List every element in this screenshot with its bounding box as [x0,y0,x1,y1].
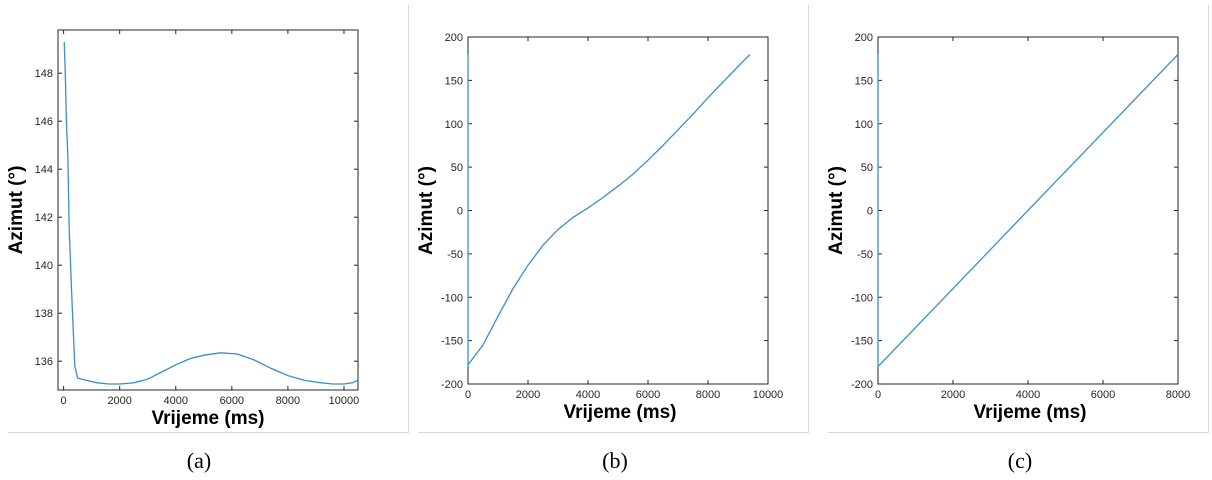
series-line-c-1 [877,53,1179,369]
y-tick-label: 150 [855,75,873,87]
chart-a: 0 2000 4000 6000 8000 10000 136 138 140 142 144 146… [6,29,360,429]
y-tick-label: -150 [441,336,463,348]
y-tick-label: -100 [851,292,873,304]
y-tick-label: 50 [451,162,463,174]
charts-canvas: 0 2000 4000 6000 8000 10000136138140142144146… [6,29,1190,429]
y-tick-label: -150 [851,336,873,348]
panel-a-frame [8,5,409,433]
x-tick-label: 8000 [1166,389,1190,401]
x-tick-label: 10000 [329,395,360,407]
y-axis-label-c: Azimut (°) [826,166,847,255]
x-axis-label-b: Vrijeme (ms) [564,402,677,423]
y-tick-label: 200 [855,32,873,44]
y-tick-label: 0 [457,206,463,218]
x-tick-label: 6000 [220,395,244,407]
y-tick-label: 146 [35,116,53,128]
x-axis-label-a: Vrijeme (ms) [152,408,265,429]
y-tick-label: 0 [867,206,873,218]
x-tick-label: 0 [61,395,67,407]
plot-area-a [57,29,359,391]
y-tick-label: -200 [851,379,873,391]
plot-area-b [467,36,769,385]
y-tick-label: 200 [445,32,463,44]
x-tick-label: 2000 [941,389,965,401]
x-tick-label: 8000 [276,395,300,407]
x-tick-label: 2000 [516,389,540,401]
caption-a: (a) [186,448,212,473]
y-tick-label: 138 [35,308,53,320]
x-tick-label: 4000 [164,395,188,407]
y-tick-label: 136 [35,356,53,368]
x-tick-label: 6000 [636,389,660,401]
y-tick-label: 150 [445,75,463,87]
y-tick-label: 148 [35,68,53,80]
series-line-a-1 [63,41,359,385]
y-tick-label: -200 [441,379,463,391]
y-tick-label: -50 [447,249,463,261]
x-tick-label: 0 [465,389,471,401]
y-tick-label: -50 [857,249,873,261]
x-tick-label: 8000 [696,389,720,401]
panel-c-frame [828,5,1209,433]
panel-b-frame [418,5,809,433]
series-line-b-1 [467,53,751,367]
y-tick-label: 142 [35,212,53,224]
x-tick-label: 4000 [576,389,600,401]
y-tick-label: 144 [35,164,53,176]
chart-c: 0 2000 4000 6000 8000 -200 -150 -100 -50 0 50 100 15… [826,32,1190,423]
y-axis-label-a: Azimut (°) [6,166,27,255]
x-tick-label: 6000 [1091,389,1115,401]
y-tick-label: 100 [445,119,463,131]
x-axis-label-c: Vrijeme (ms) [974,402,1087,423]
caption-b: (b) [602,448,628,473]
caption-c: (c) [1007,448,1033,473]
x-tick-label: 2000 [107,395,131,407]
x-tick-label: 10000 [753,389,784,401]
x-tick-label: 0 [875,389,881,401]
y-tick-label: 140 [35,260,53,272]
chart-b: 0 2000 4000 6000 8000 10000 -200 -150 -100 -50 0 50… [416,32,783,423]
y-tick-label: -100 [441,292,463,304]
x-tick-label: 4000 [1016,389,1040,401]
y-tick-label: 50 [861,162,873,174]
y-tick-label: 100 [855,119,873,131]
y-axis-label-b: Azimut (°) [416,166,437,255]
